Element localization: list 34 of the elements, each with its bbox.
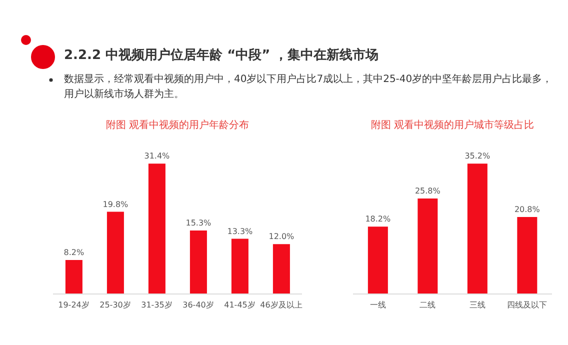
bar [368, 226, 388, 294]
data-label: 19.8% [102, 200, 129, 209]
x-tick-label: 三线 [469, 300, 486, 310]
data-label: 35.2% [464, 152, 491, 161]
data-label: 20.8% [514, 204, 540, 214]
data-label: 25.8% [414, 186, 441, 196]
bar [517, 216, 538, 294]
bar [272, 244, 290, 294]
bar [231, 238, 248, 294]
x-tick-label: 31-35岁 [141, 300, 172, 310]
x-tick-label: 25-30岁 [100, 300, 131, 310]
bar [467, 164, 488, 294]
bar [106, 212, 124, 294]
data-label: 13.3% [227, 226, 254, 236]
data-label: 12.0% [268, 232, 295, 242]
data-label: 31.4% [144, 152, 170, 161]
bar [190, 230, 207, 294]
x-tick-label: 19-24岁 [58, 300, 90, 310]
bar [148, 164, 166, 294]
x-tick-label: 36-40岁 [182, 300, 214, 310]
text: 数据显示，经常观看中视频的用户中，40岁以下用户占比7成以上，其中25-40岁的中坚年龄层用户占比最多，用户以新线市场人群为主。 [64, 72, 553, 102]
data-label: 8.2% [64, 248, 85, 257]
bar [418, 198, 438, 294]
x-tick-label: 41-45岁 [224, 300, 256, 310]
chart-title: 附图 观看中视频的用户年龄分布 [104, 118, 250, 133]
data-label: 15.3% [186, 218, 212, 228]
bar [65, 260, 82, 294]
chart-title: 附图 观看中视频的用户城市等级占比 [370, 118, 536, 133]
x-tick-label: 一线 [370, 300, 386, 310]
x-tick-label: 二线 [420, 300, 436, 310]
data-label: 18.2% [365, 214, 392, 224]
x-tick-label: 四线及以下 [507, 300, 548, 310]
text: 2.2.2 中视频用户位居年龄 “中段” ，集中在新线市场 [64, 46, 379, 64]
x-tick-label: 46岁及以上 [260, 300, 302, 310]
